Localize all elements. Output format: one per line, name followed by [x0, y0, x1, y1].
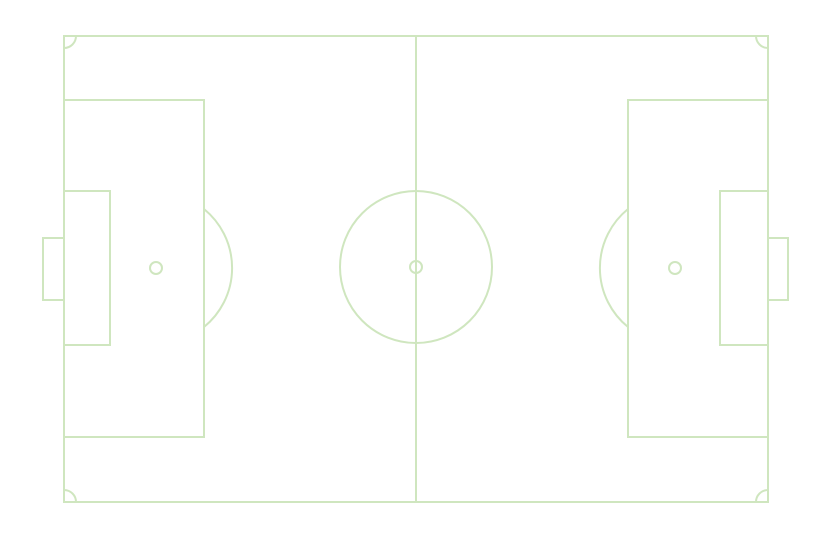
left-penalty-arc — [203, 208, 234, 328]
corner-arc-bottom-left — [63, 489, 77, 503]
left-goal — [42, 237, 65, 301]
left-goal-area — [63, 190, 111, 346]
corner-arc-bottom-right — [755, 489, 769, 503]
right-goal — [767, 237, 789, 301]
right-penalty-arc — [598, 208, 629, 328]
center-spot — [409, 260, 423, 274]
left-penalty-area — [63, 99, 205, 438]
right-penalty-spot — [668, 261, 682, 275]
center-circle — [339, 190, 493, 344]
right-goal-area — [719, 190, 769, 346]
right-penalty-area — [627, 99, 769, 438]
corner-arc-top-right — [755, 35, 769, 49]
left-penalty-spot — [149, 261, 163, 275]
corner-arc-top-left — [63, 35, 77, 49]
